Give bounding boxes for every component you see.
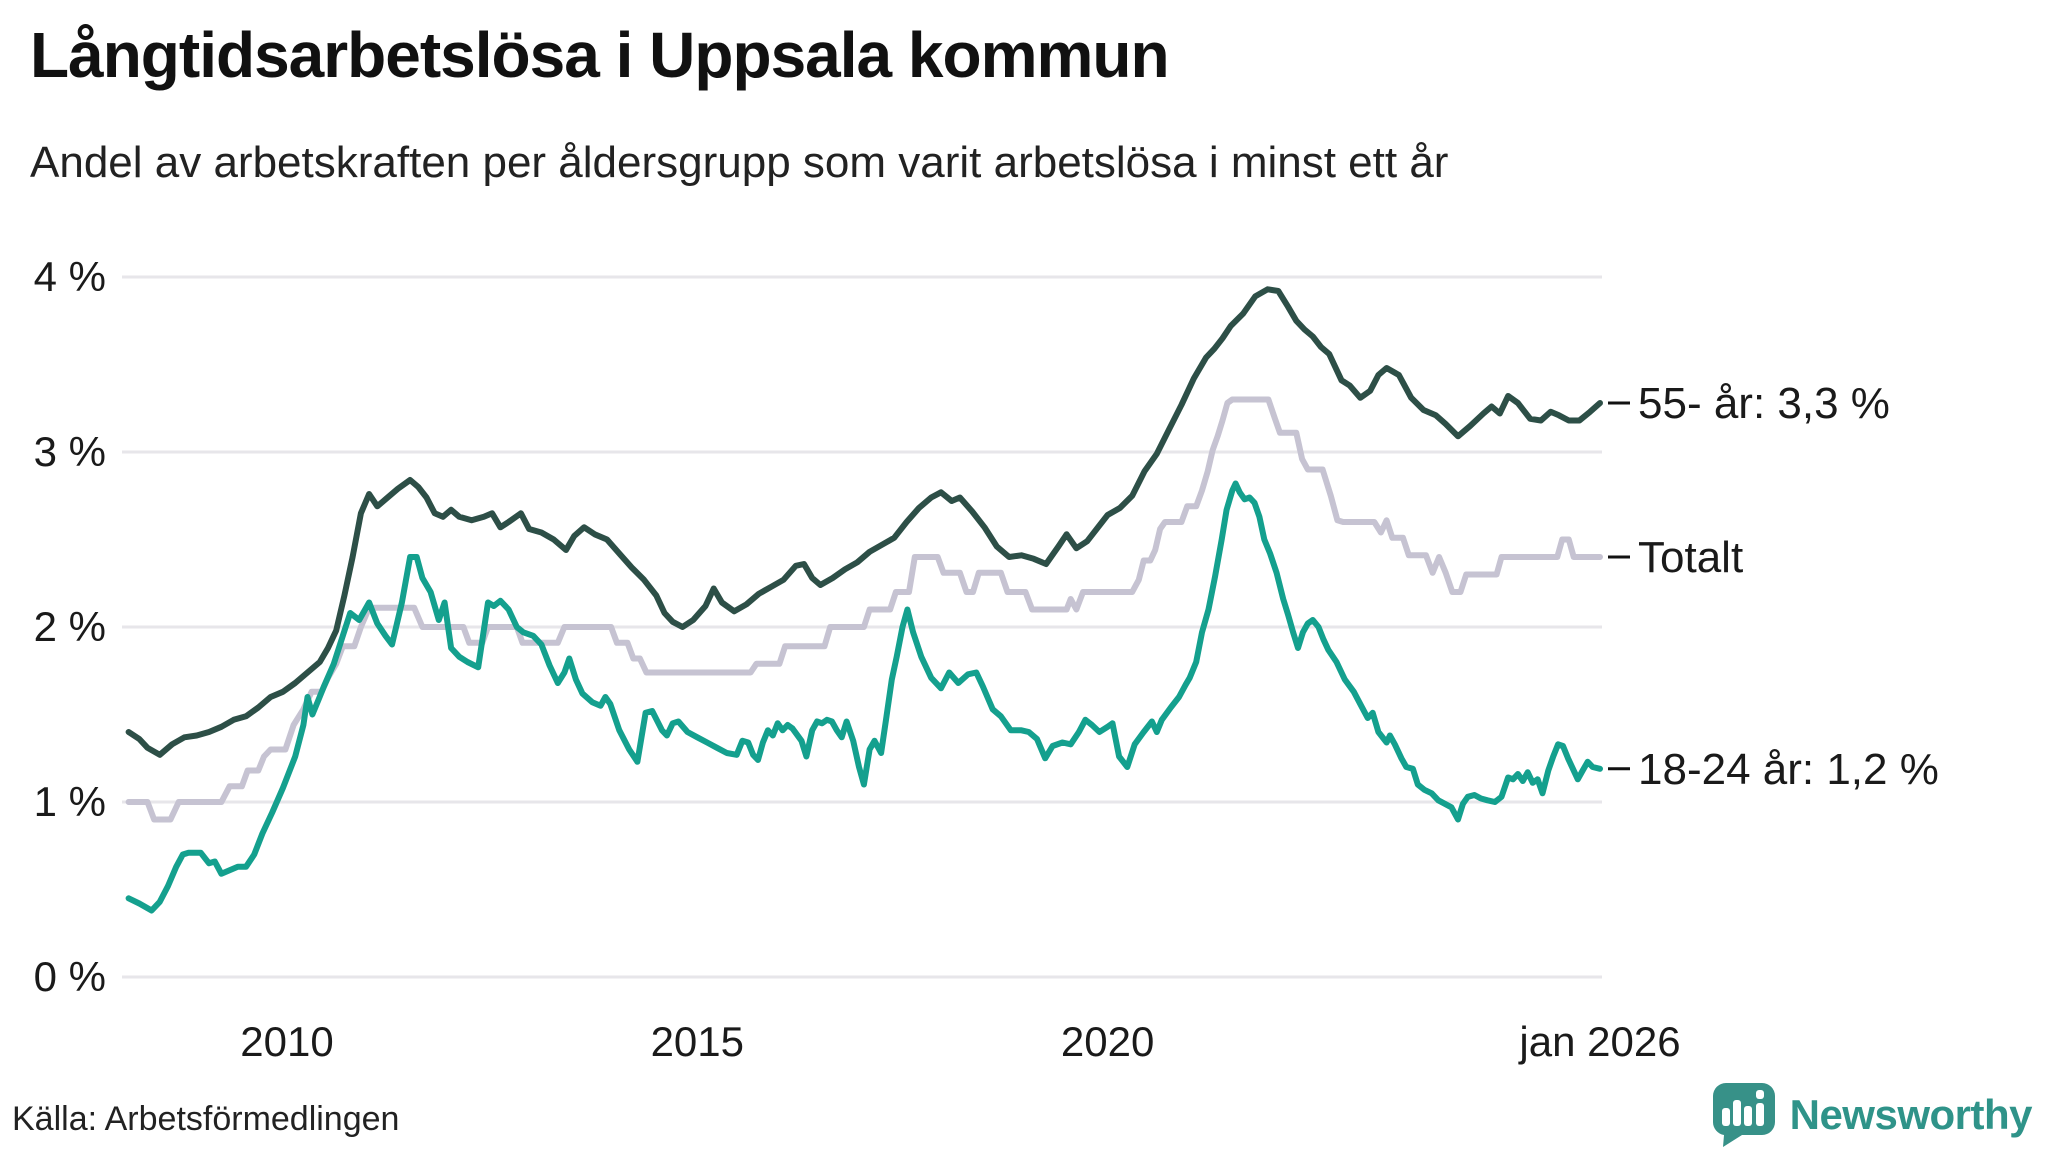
x-axis-labels: 2010 2015 2020 jan 2026: [240, 1018, 1680, 1065]
series-line-55-ar: [125, 286, 1603, 758]
y-tick-label: 1 %: [34, 778, 106, 825]
series-end-label-totalt: Totalt: [1638, 533, 1743, 582]
x-tick-label: 2015: [651, 1018, 744, 1065]
page-title: Långtidsarbetslösa i Uppsala kommun: [30, 19, 1170, 91]
y-tick-label: 4 %: [34, 253, 106, 300]
newsworthy-icon: [1712, 1082, 1776, 1148]
page-subtitle: Andel av arbetskraften per åldersgrupp s…: [30, 138, 1449, 187]
x-tick-label: 2010: [240, 1018, 333, 1065]
x-tick-label: 2020: [1061, 1018, 1154, 1065]
newsworthy-wordmark: Newsworthy: [1789, 1091, 2033, 1138]
y-tick-label: 3 %: [34, 428, 106, 475]
series-line-totalt: [125, 396, 1603, 823]
y-tick-label: 2 %: [34, 603, 106, 650]
newsworthy-logo[interactable]: Newsworthy: [1712, 1082, 2033, 1148]
y-tick-label: 0 %: [34, 953, 106, 1000]
series-line-18-24-ar: [125, 480, 1603, 914]
source-note: Källa: Arbetsförmedlingen: [12, 1100, 400, 1138]
y-axis-labels: 0 % 1 % 2 % 3 % 4 %: [34, 253, 106, 1000]
series-end-label-55-ar: 55- år: 3,3 %: [1638, 379, 1890, 428]
x-tick-label: jan 2026: [1517, 1018, 1680, 1065]
series-end-label-18-24-ar: 18-24 år: 1,2 %: [1638, 745, 1939, 794]
